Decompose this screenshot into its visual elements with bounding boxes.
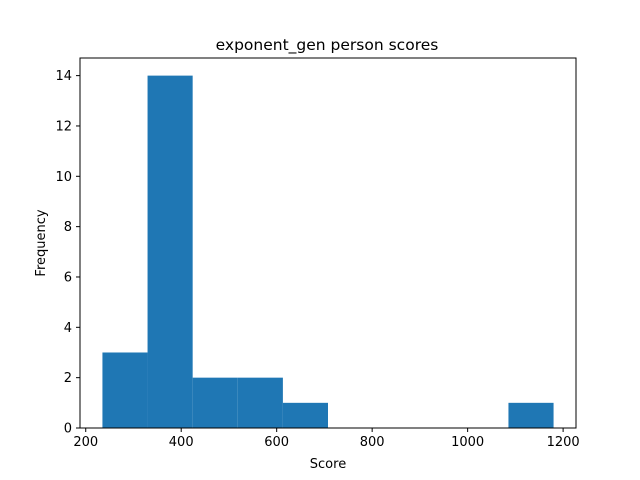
y-tick-label: 12 <box>55 119 72 134</box>
plot-frame <box>79 57 577 429</box>
histogram-bar <box>282 402 328 428</box>
x-tick-label: 600 <box>264 435 289 450</box>
histogram-bar <box>508 402 554 428</box>
x-tick-label: 800 <box>360 435 385 450</box>
y-axis-label: Frequency <box>34 209 49 276</box>
x-axis-label: Score <box>310 457 346 472</box>
y-tick-label: 10 <box>55 170 72 185</box>
x-tick-label: 200 <box>73 435 98 450</box>
chart-title: exponent_gen person scores <box>216 36 439 55</box>
x-axis: 200 400 600 800 1000 1200 <box>73 428 580 450</box>
histogram-bar <box>102 352 148 428</box>
x-tick-label: 400 <box>169 435 194 450</box>
histogram-bar <box>147 75 193 428</box>
y-tick-label: 14 <box>55 69 72 84</box>
y-axis: 0 2 4 6 8 10 12 14 <box>55 69 80 437</box>
y-tick-label: 0 <box>64 422 72 437</box>
histogram-bar <box>237 377 283 428</box>
bars-group <box>102 75 554 428</box>
y-tick-label: 8 <box>64 220 72 235</box>
y-tick-label: 6 <box>64 270 72 285</box>
histogram-bar <box>192 377 238 428</box>
x-tick-label: 1000 <box>451 435 484 450</box>
y-tick-label: 4 <box>64 321 72 336</box>
x-tick-label: 1200 <box>547 435 580 450</box>
y-tick-label: 2 <box>64 371 72 386</box>
